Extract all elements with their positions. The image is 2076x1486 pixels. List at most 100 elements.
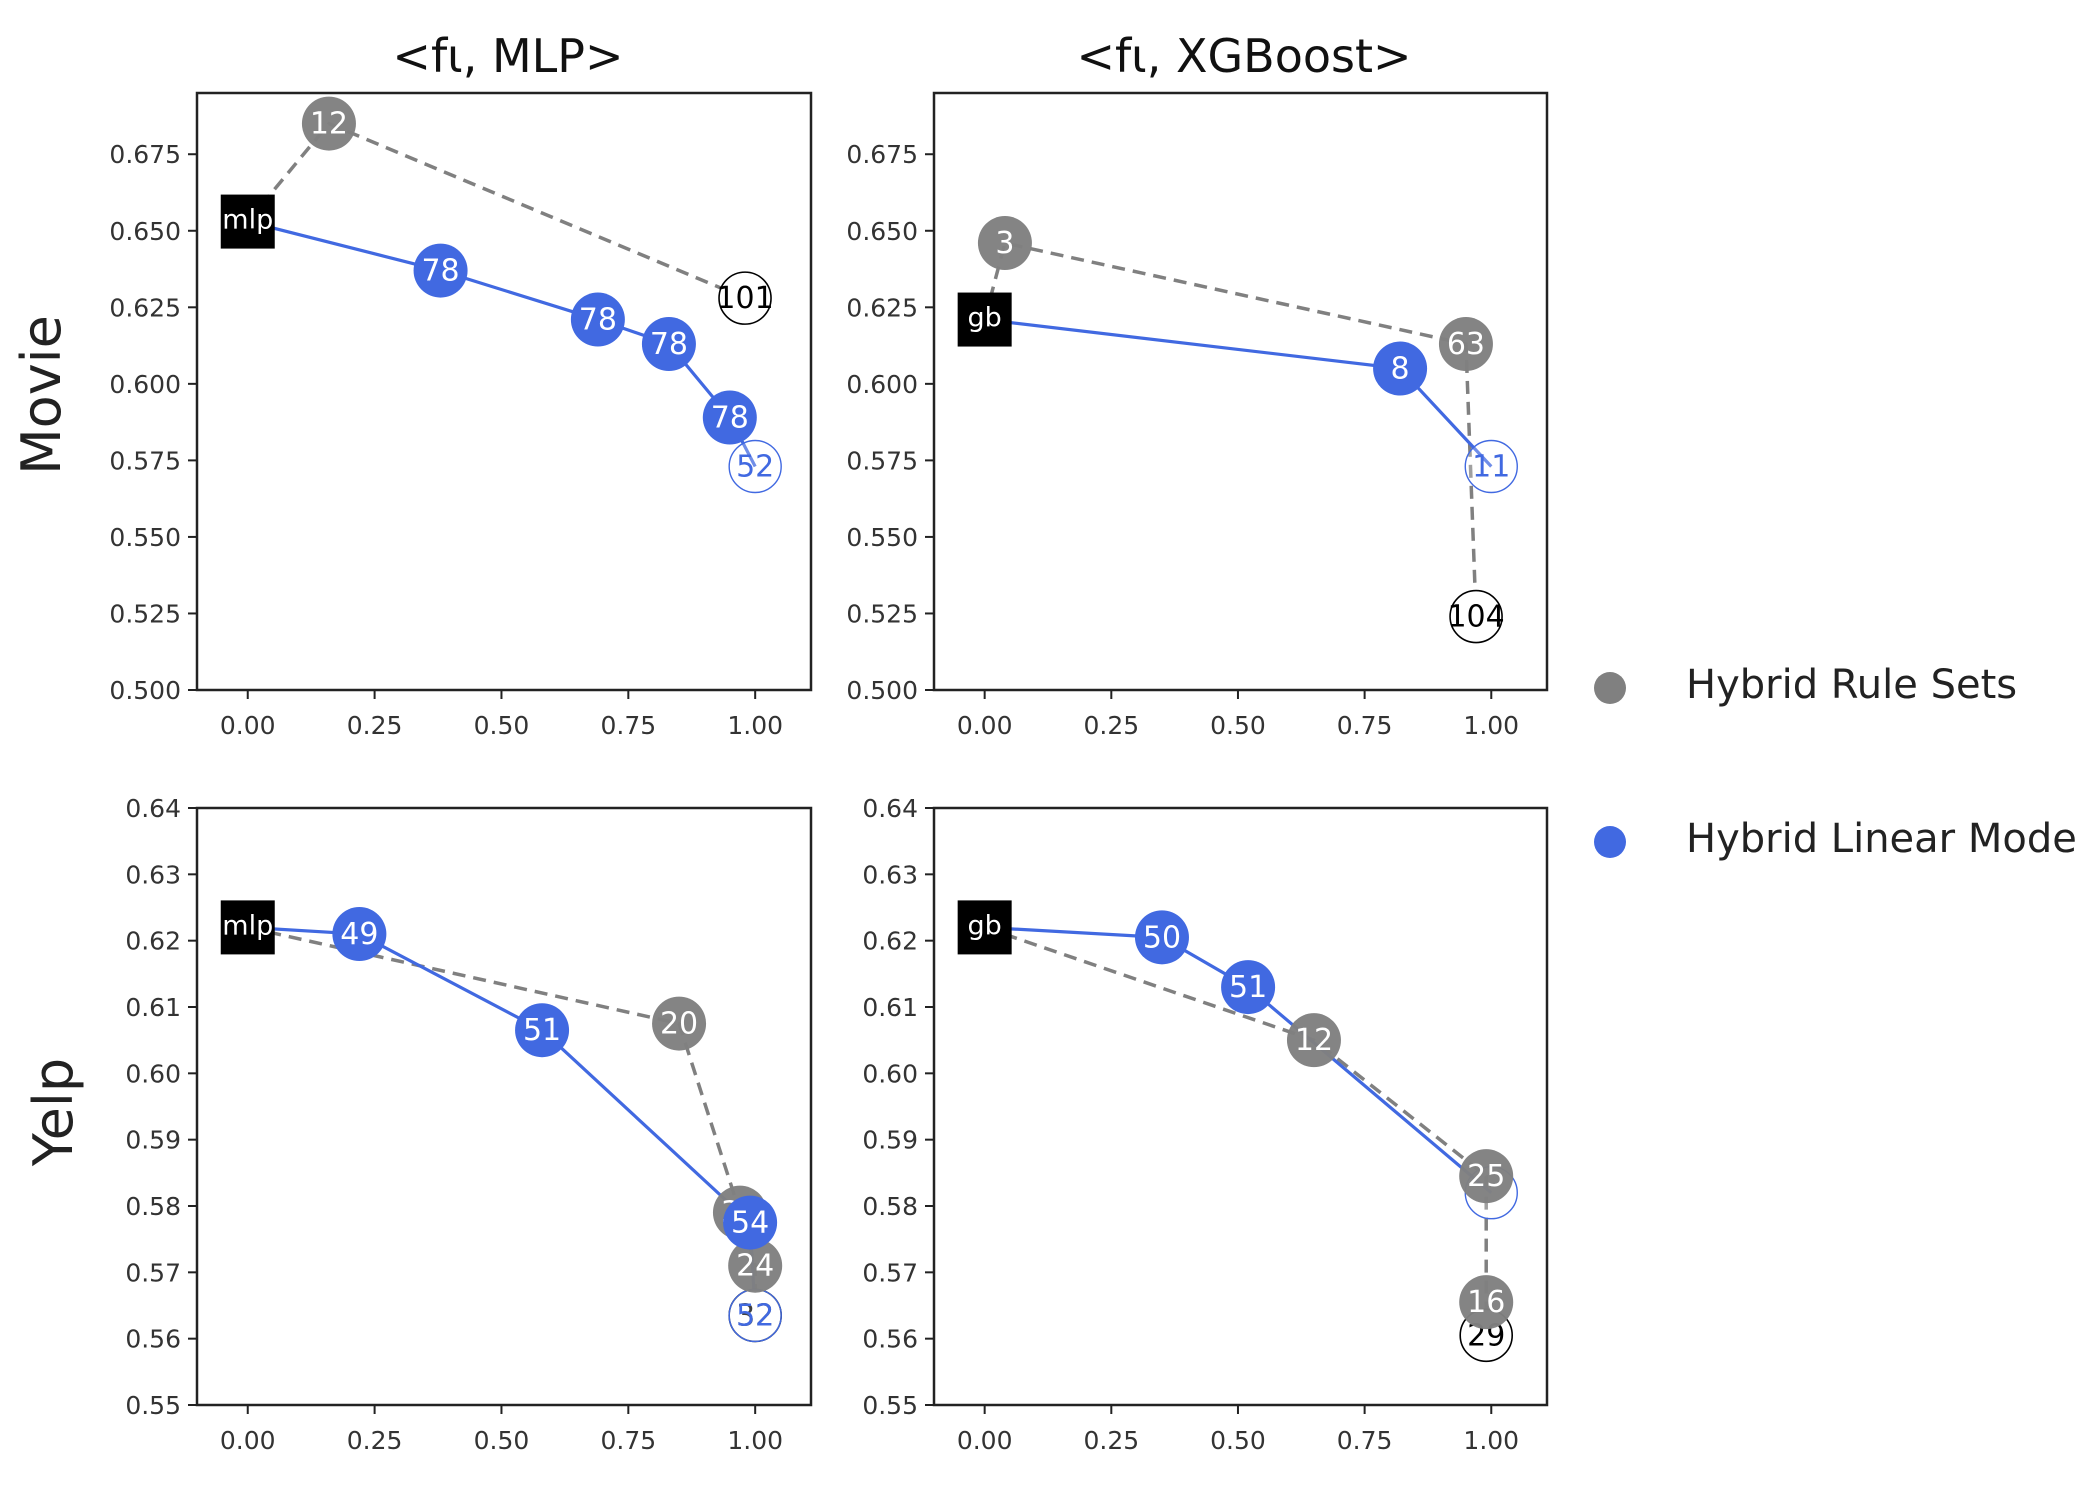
- y-tick-label: 0.63: [862, 860, 918, 889]
- y-tick-label: 0.575: [109, 446, 181, 475]
- rule-set-endpoint: [1449, 589, 1503, 644]
- blackbox-label: gb: [968, 910, 1002, 941]
- point-label: 12: [1295, 1023, 1333, 1058]
- rule-set-point: [301, 96, 356, 151]
- blackbox-marker: [220, 194, 275, 249]
- point-label: 54: [731, 1206, 769, 1241]
- x-tick-label: 0.50: [474, 711, 530, 740]
- point-label: 78: [650, 327, 688, 362]
- rule-set-point: [1438, 317, 1493, 372]
- y-tick-label: 0.500: [109, 676, 181, 705]
- legend-label-linear-model: Hybrid Linear Model: [1686, 816, 2076, 862]
- blackbox-label: gb: [968, 303, 1002, 334]
- y-tick-label: 0.525: [109, 599, 181, 628]
- rule-set-point: [652, 996, 707, 1051]
- point-label: 49: [340, 917, 378, 952]
- point-label: 20: [660, 1007, 698, 1042]
- linear-model-point: [515, 1003, 570, 1058]
- x-tick-label: 0.00: [220, 1426, 276, 1455]
- blackbox-marker: [957, 292, 1012, 347]
- linear-model-point: [723, 1195, 778, 1250]
- linear-model-point: [641, 317, 696, 372]
- y-tick-label: 0.60: [125, 1059, 181, 1088]
- point-label: 78: [421, 254, 459, 289]
- rule-set-point: [1459, 1275, 1514, 1330]
- plot-frame: [195, 806, 813, 1407]
- point-label: 11: [1472, 450, 1510, 485]
- y-tick-label: 0.57: [125, 1258, 181, 1287]
- x-tick-label: 0.50: [1210, 1426, 1266, 1455]
- linear-model-point: [332, 907, 387, 962]
- y-tick-label: 0.62: [862, 927, 918, 956]
- x-tick-label: 0.25: [1083, 1426, 1139, 1455]
- linear-model-point: [1134, 910, 1189, 965]
- y-tick-label: 0.675: [846, 140, 918, 169]
- x-tick-label: 0.25: [1083, 711, 1139, 740]
- legend-marker-rule-sets: [1594, 672, 1626, 704]
- subplot-yelp-mlp: 0.00 0.25 0.50 0.75 1.00 0.55 0.56 0.57 0.58 0.59…: [125, 794, 813, 1455]
- point-label: 63: [1447, 327, 1485, 362]
- blackbox-marker: [220, 900, 275, 955]
- point-label: 12: [310, 107, 348, 142]
- plot-frame: [932, 91, 1549, 692]
- x-tick-label: 1.00: [727, 711, 783, 740]
- y-tick-label: 0.625: [109, 293, 181, 322]
- row-label-movie: Movie: [10, 315, 73, 475]
- point-label: 51: [1229, 970, 1267, 1005]
- point-label: 78: [579, 303, 617, 338]
- point-label: 50: [1143, 920, 1181, 955]
- blackbox-marker: [957, 900, 1012, 955]
- x-tick-label: 0.50: [1210, 711, 1266, 740]
- x-tick-label: 0.75: [600, 1426, 656, 1455]
- x-tick-label: 0.75: [1337, 711, 1393, 740]
- x-tick-label: 0.75: [1337, 1426, 1393, 1455]
- y-tick-label: 0.63: [125, 860, 181, 889]
- x-tick-label: 0.50: [474, 1426, 530, 1455]
- point-label: 78: [711, 401, 749, 436]
- y-tick-label: 0.62: [125, 927, 181, 956]
- y-tick-label: 0.64: [125, 794, 181, 823]
- rule-set-line: [982, 240, 1478, 617]
- blackbox-label: mlp: [222, 910, 273, 941]
- linear-model-point: [413, 243, 468, 298]
- point-label: 8: [1391, 352, 1410, 387]
- point-label: 16: [1467, 1285, 1505, 1320]
- x-tick-label: 0.00: [957, 1426, 1013, 1455]
- linear-model-point: [1373, 341, 1428, 396]
- point-label: 3: [995, 226, 1014, 261]
- y-tick-label: 0.600: [846, 370, 918, 399]
- plot-frame: [932, 806, 1549, 1407]
- linear-model-line: [984, 317, 1493, 468]
- y-tick-label: 0.57: [862, 1258, 918, 1287]
- x-tick-label: 0.75: [600, 711, 656, 740]
- rule-set-point: [1459, 1149, 1514, 1204]
- y-tick-label: 0.58: [125, 1192, 181, 1221]
- x-tick-label: 0.00: [220, 711, 276, 740]
- y-tick-label: 0.61: [125, 993, 181, 1022]
- point-label: 51: [523, 1013, 561, 1048]
- point-label: 25: [1467, 1159, 1505, 1194]
- point-label: 52: [736, 450, 774, 485]
- rule-set-endpoint: [718, 271, 772, 325]
- y-tick-label: 0.625: [846, 293, 918, 322]
- linear-model-point: [570, 292, 625, 347]
- y-tick-label: 0.650: [846, 217, 918, 246]
- linear-model-endpoint: [728, 439, 782, 494]
- legend-marker-linear-model: [1594, 826, 1626, 858]
- y-tick-label: 0.56: [125, 1325, 181, 1354]
- y-tick-label: 0.525: [846, 599, 918, 628]
- x-tick-label: 1.00: [727, 1426, 783, 1455]
- y-tick-label: 0.64: [862, 794, 918, 823]
- blackbox-label: mlp: [222, 205, 273, 236]
- y-tick-label: 0.58: [862, 1192, 918, 1221]
- y-tick-label: 0.61: [862, 993, 918, 1022]
- rule-set-line: [247, 925, 757, 1316]
- rule-set-point: [1286, 1013, 1341, 1068]
- subplot-movie-mlp: 0.00 0.25 0.50 0.75 1.00 0.500 0.525 0.550 0.575…: [109, 91, 813, 740]
- y-tick-label: 0.600: [109, 370, 181, 399]
- y-tick-label: 0.575: [846, 446, 918, 475]
- subplot-yelp-xgboost: 0.00 0.25 0.50 0.75 1.00 0.55 0.56 0.57 0.58 0.59…: [862, 794, 1549, 1455]
- y-tick-label: 0.55: [862, 1391, 918, 1420]
- point-label: 101: [716, 281, 773, 316]
